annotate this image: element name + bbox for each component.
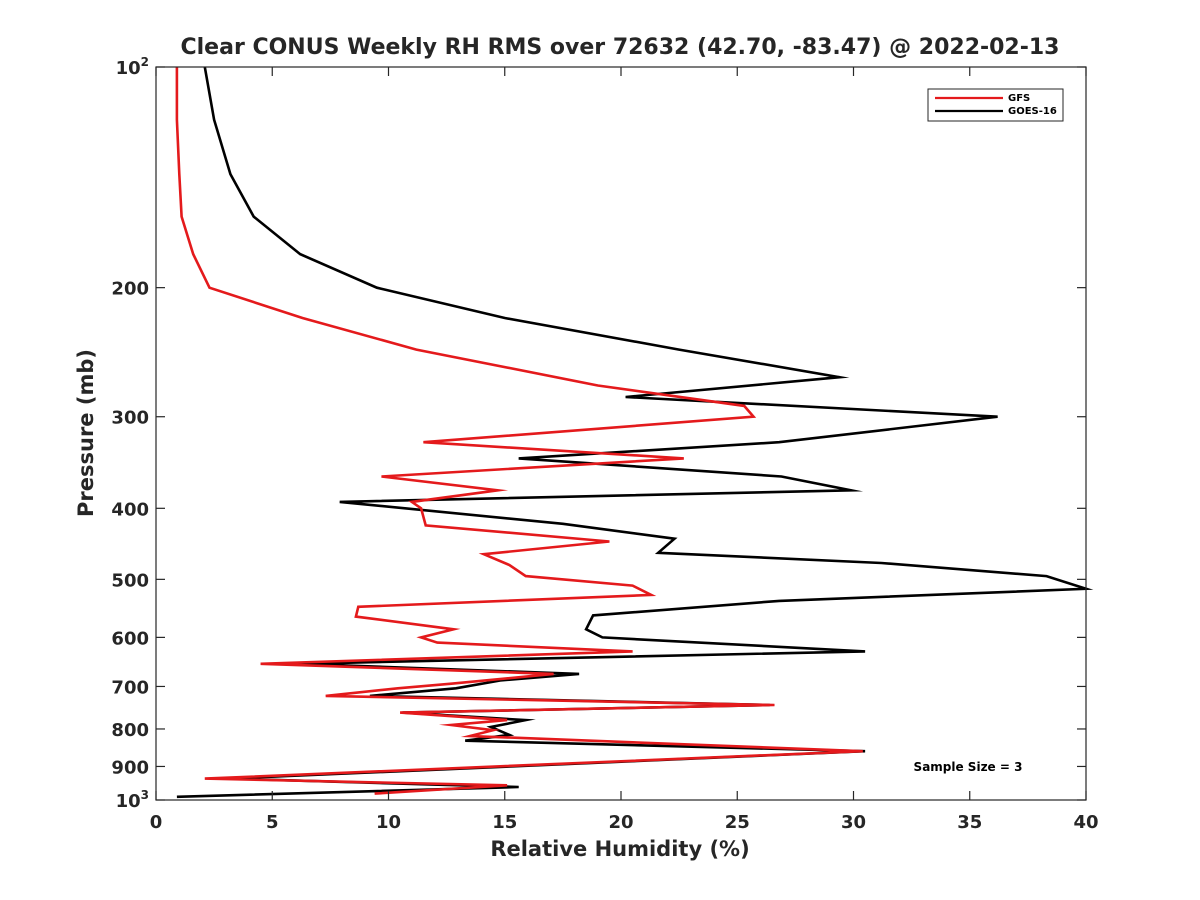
y-axis: 102 200 300 400 500 600 700 800 900 103 bbox=[111, 55, 1086, 812]
y-axis-label: Pressure (mb) bbox=[74, 349, 98, 517]
x-tick-label: 20 bbox=[608, 812, 633, 833]
y-tick-label: 600 bbox=[111, 628, 149, 649]
y-tick-label: 300 bbox=[111, 408, 149, 429]
sample-size-annotation: Sample Size = 3 bbox=[914, 760, 1023, 774]
plot-area: 0 5 10 15 20 25 30 35 40 102 200 300 400 500 600 700 80… bbox=[111, 55, 1098, 833]
x-tick-label: 35 bbox=[957, 812, 982, 833]
x-tick-label: 40 bbox=[1073, 812, 1098, 833]
x-tick-label: 30 bbox=[841, 812, 866, 833]
legend-label-goes16: GOES-16 bbox=[1008, 106, 1057, 117]
y-tick-label: 103 bbox=[116, 788, 149, 812]
x-tick-label: 10 bbox=[376, 812, 401, 833]
series-layer bbox=[175, 66, 1094, 799]
chart-title: Clear CONUS Weekly RH RMS over 72632 (42… bbox=[181, 35, 1060, 60]
y-tick-label: 200 bbox=[111, 279, 149, 300]
y-tick-label: 102 bbox=[116, 55, 149, 79]
y-tick-label: 900 bbox=[111, 757, 149, 778]
series-line-goes16 bbox=[176, 66, 1094, 799]
y-tick-label: 400 bbox=[111, 499, 149, 520]
legend-label-gfs: GFS bbox=[1008, 93, 1030, 104]
x-tick-label: 0 bbox=[150, 812, 163, 833]
legend-box bbox=[927, 88, 1064, 122]
y-tick-label: 800 bbox=[111, 720, 149, 741]
x-axis-label: Relative Humidity (%) bbox=[490, 837, 749, 861]
x-tick-label: 5 bbox=[266, 812, 279, 833]
series-line-gfs bbox=[175, 67, 863, 795]
x-axis: 0 5 10 15 20 25 30 35 40 bbox=[150, 67, 1099, 833]
x-tick-label: 15 bbox=[492, 812, 517, 833]
x-tick-label: 25 bbox=[725, 812, 750, 833]
legend: GFS GOES-16 bbox=[927, 88, 1064, 122]
y-tick-label: 700 bbox=[111, 677, 149, 698]
y-tick-label: 500 bbox=[111, 570, 149, 591]
